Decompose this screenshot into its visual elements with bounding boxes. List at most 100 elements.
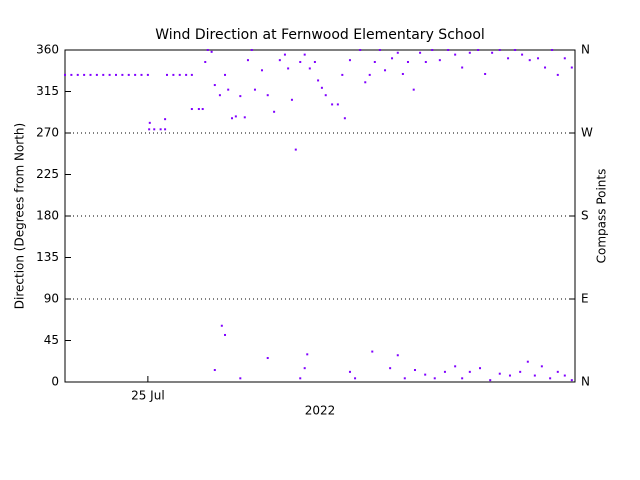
y-tick-label: 315 [36, 84, 59, 98]
point [64, 73, 66, 76]
point [514, 49, 517, 51]
point [287, 67, 290, 70]
point [299, 60, 302, 63]
point [537, 57, 540, 60]
point [526, 360, 529, 363]
point [283, 53, 286, 56]
point [70, 73, 73, 76]
point [76, 73, 79, 76]
point [178, 73, 181, 76]
point [243, 116, 246, 119]
point [461, 66, 464, 69]
point [278, 59, 281, 62]
point [115, 73, 117, 76]
point [341, 73, 344, 76]
point [166, 73, 168, 76]
point [290, 98, 293, 101]
point [206, 49, 209, 51]
point [484, 72, 487, 75]
point [324, 94, 327, 97]
point [563, 57, 566, 60]
point [185, 73, 188, 76]
point [164, 118, 167, 121]
point [348, 59, 351, 62]
point [396, 51, 399, 54]
point [121, 73, 124, 76]
point [197, 108, 200, 111]
point [134, 73, 137, 76]
point [447, 49, 450, 51]
point [468, 370, 471, 373]
point [519, 370, 522, 373]
point [146, 73, 149, 76]
point [148, 128, 151, 131]
y-axis-label: Direction (Degrees from North) [13, 123, 27, 309]
point [108, 73, 111, 76]
point [498, 372, 501, 375]
point [359, 49, 362, 51]
point [231, 117, 234, 120]
point [551, 49, 554, 51]
point [204, 60, 207, 63]
point [528, 59, 531, 62]
y-tick-label: 45 [44, 333, 59, 347]
point [331, 103, 334, 106]
point [424, 60, 427, 63]
point [224, 73, 227, 76]
point [533, 374, 536, 377]
y-tick-label: 270 [36, 126, 59, 140]
point [320, 86, 323, 89]
y2-tick-label: N [581, 43, 590, 57]
point [373, 60, 376, 63]
y2-tick-label: W [581, 126, 593, 140]
y-tick-label: 135 [36, 250, 59, 264]
point [468, 51, 471, 54]
point [508, 374, 511, 377]
point [227, 88, 230, 91]
point [384, 69, 387, 72]
point [308, 67, 311, 70]
point [317, 79, 320, 82]
y2-tick-label: E [581, 292, 589, 306]
point [89, 73, 92, 76]
point [406, 60, 409, 63]
point [396, 354, 399, 357]
point [401, 72, 404, 75]
point [266, 357, 269, 360]
point [498, 49, 501, 51]
point [140, 73, 143, 76]
y-tick-label: 225 [36, 167, 59, 181]
point [260, 69, 263, 72]
point [148, 121, 151, 124]
point [412, 88, 415, 91]
point [83, 73, 86, 76]
point [239, 377, 242, 380]
point [294, 148, 297, 151]
point [454, 53, 457, 56]
point [343, 117, 346, 120]
point [266, 94, 269, 97]
point [479, 367, 482, 370]
point [461, 377, 464, 380]
y2-tick-label: S [581, 209, 589, 223]
y2-tick-label: N [581, 375, 590, 389]
point [220, 324, 223, 327]
point [438, 59, 441, 62]
point [540, 365, 543, 368]
x-tick-label: 25 Jul [131, 389, 165, 403]
point [218, 94, 221, 97]
point [413, 369, 416, 372]
point [389, 367, 392, 370]
point [299, 377, 302, 380]
point [431, 49, 434, 51]
point [224, 333, 227, 336]
point [303, 53, 306, 56]
point [556, 370, 559, 373]
point [201, 108, 204, 111]
point [521, 53, 524, 56]
y-tick-label: 90 [44, 292, 59, 306]
point [424, 373, 427, 376]
point [234, 115, 237, 118]
